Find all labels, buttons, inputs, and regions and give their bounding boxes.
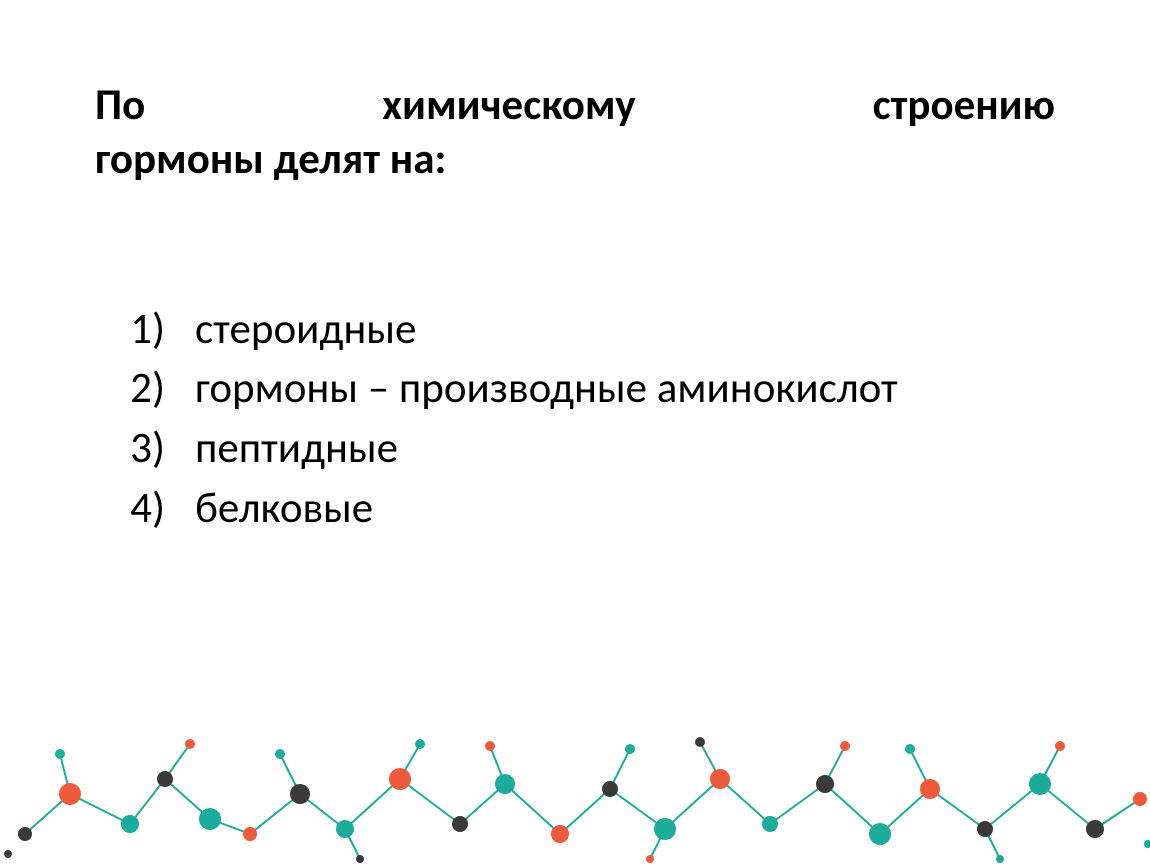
title-line-1: По химическому строению [95, 78, 1055, 132]
list-item: стероидные [95, 301, 1055, 357]
molecule-decoration [0, 724, 1150, 864]
list-item: пептидные [95, 420, 1055, 476]
list-item: гормоны – производные аминокислот [95, 360, 1055, 416]
title-line-2: гормоны делят на: [95, 132, 1055, 186]
hormone-types-list: стероидные гормоны – производные аминоки… [95, 301, 1055, 537]
list-item: белковые [95, 480, 1055, 536]
